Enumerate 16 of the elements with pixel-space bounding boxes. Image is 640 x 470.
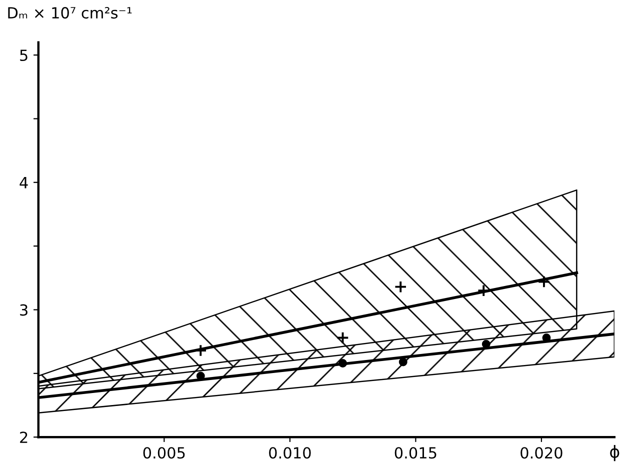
point (482, 340, 490, 348)
x-tick-label: 0.020 (520, 447, 562, 459)
y-tick-label: 4 (20, 177, 28, 188)
y-tick-label: 2 (20, 432, 28, 443)
point (338, 359, 347, 368)
x-tick-label: 0.010 (269, 447, 311, 459)
y-axis-title: Dₘ × 10⁷ cm²s⁻¹ (8, 7, 132, 19)
x-axis-title: ϕ (610, 444, 620, 462)
point (538, 275, 550, 288)
point (398, 358, 408, 366)
y-tick-label: 5 (20, 50, 28, 62)
y-tick-label: 3 (20, 304, 28, 316)
x-tick-label: 0.015 (394, 447, 436, 459)
point (394, 280, 407, 294)
point (336, 331, 350, 344)
x-tick-label: 0.005 (143, 447, 185, 459)
